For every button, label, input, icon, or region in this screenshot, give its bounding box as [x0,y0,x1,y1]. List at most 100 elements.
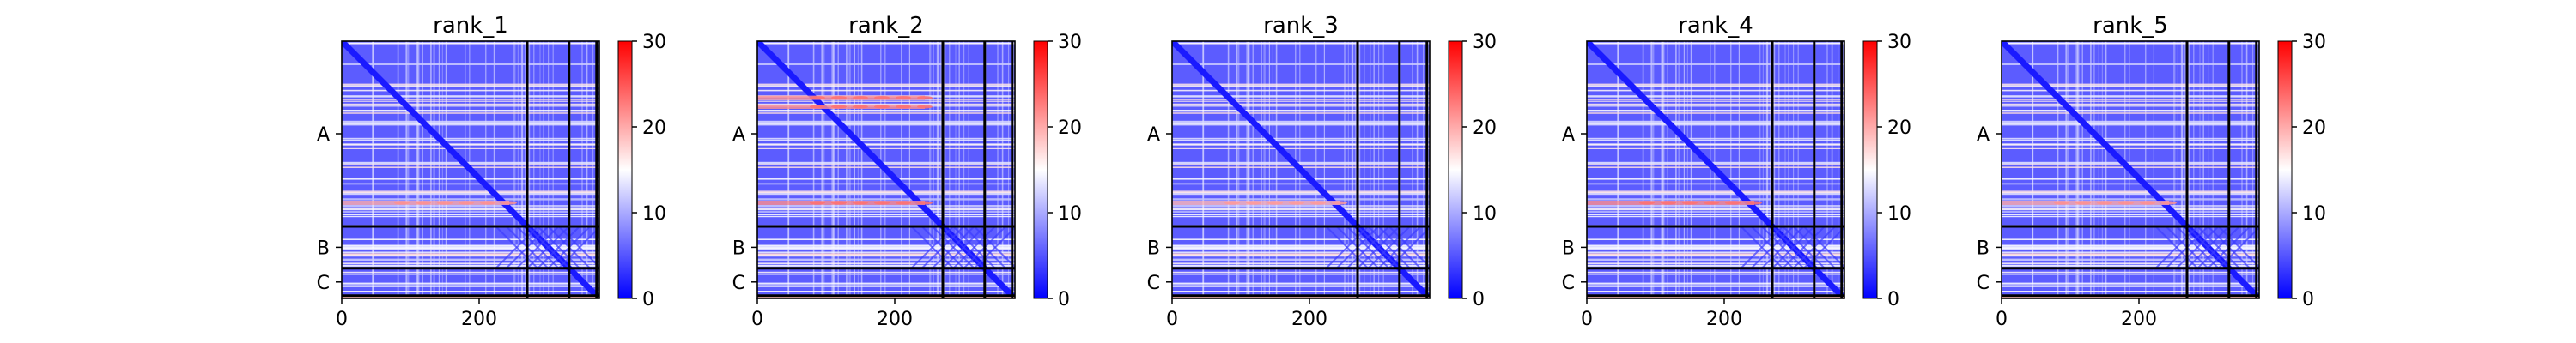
pae-column-stripe [958,41,960,298]
pae-column-stripe [1347,41,1349,298]
colorbar-tick-label: 10 [1473,203,1497,225]
pae-high-spot [1639,201,1655,205]
pae-high-spot [810,96,825,100]
pae-column-stripe [2188,41,2190,298]
pae-domain-hatch [557,226,599,269]
pae-row-stripe [342,253,599,256]
pae-column-stripe [407,41,410,298]
pae-column-stripe [485,41,487,298]
pae-column-stripe [1344,41,1346,298]
pae-column-stripe [944,41,946,298]
pae-domain-hatch [1782,226,1826,269]
pae-chain-c-stripe [1172,296,1430,298]
pae-row-stripe [757,63,1015,65]
pae-row-stripe [342,147,599,149]
pae-column-stripe [2180,41,2183,298]
pae-row-stripe [1587,192,1844,196]
pae-row-stripe [757,144,1015,146]
pae-high-spot [917,201,933,205]
pae-column-stripe [2090,41,2092,298]
pae-row-stripe [757,238,1015,240]
pae-row-stripe [1172,205,1430,207]
pae-column-stripe [857,41,859,298]
pae-row-stripe [1172,147,1430,149]
pae-high-spot [480,201,495,205]
pae-chain-c-stripe [757,296,1015,298]
pae-row-stripe [2002,123,2259,126]
pae-column-stripe [2173,41,2176,298]
pae-row-stripe [757,103,1015,105]
pae-column-stripe [1650,41,1652,298]
pae-row-stripe [1587,183,1844,185]
pae-column-stripe [1793,41,1795,298]
pae-column-stripe [1678,41,1680,298]
pae-row-stripe [1587,205,1844,207]
pae-column-stripe [513,41,516,298]
pae-high-spot [853,96,868,100]
pae-row-stripe [757,291,1015,292]
pae-row-stripe [1172,123,1430,126]
pae-high-spot [1267,201,1283,205]
pae-row-stripe [342,63,599,65]
pae-column-stripe [854,41,855,298]
pae-column-stripe [936,41,939,298]
pae-row-stripe [1587,271,1844,274]
pae-row-stripe [2002,105,2259,107]
pae-row-stripe [757,137,1015,139]
pae-column-stripe [821,41,823,298]
pae-column-stripe [2101,41,2103,298]
pae-row-stripe [2002,95,2259,98]
pae-row-stripe [1172,253,1430,256]
pae-row-stripe [1172,258,1430,261]
colorbar-tick-label: 10 [642,203,666,225]
pae-row-stripe [2002,63,2259,65]
pae-column-stripe [1690,41,1692,298]
pae-row-stripe [2002,274,2259,275]
pae-row-stripe [1172,262,1430,264]
pae-column-stripe [552,41,554,298]
pae-row-stripe [757,284,1015,286]
pae-column-stripe [533,41,535,298]
pae-row-stripe [2002,271,2259,274]
pae-row-stripe [757,282,1015,285]
pae-row-stripe [1587,247,1844,249]
pae-column-stripe [430,41,432,298]
pae-row-stripe [342,42,599,44]
pae-row-stripe [2002,110,2259,112]
y-chain-label: B [1147,238,1160,259]
pae-row-stripe [757,247,1015,249]
pae-row-stripe [1172,139,1430,141]
pae-row-stripe [1587,137,1844,139]
y-chain-label: A [1977,124,1990,146]
pae-column-stripe [2199,41,2201,298]
pae-row-stripe [2002,178,2259,180]
pae-column-stripe [880,41,882,298]
pae-row-stripe [757,112,1015,114]
x-tick-label: 200 [1706,309,1742,330]
pae-column-stripe [949,41,951,298]
pae-row-stripe [757,83,1015,86]
colorbar-tick-label: 20 [1473,117,1497,139]
pae-row-stripe [342,282,599,285]
pae-column-stripe [528,41,531,298]
pae-column-stripe [1382,41,1384,298]
y-chain-label: B [317,238,330,259]
pae-row-stripe [757,262,1015,264]
y-chain-label: B [1562,238,1575,259]
pae-row-stripe [342,43,599,45]
panel-title: rank_4 [1678,13,1753,39]
axes-frame [1586,40,1845,299]
pae-column-stripe [2075,41,2078,298]
pae-row-stripe [2002,282,2259,285]
pae-row-stripe [1172,192,1430,196]
pae-domain-hatch [2176,226,2220,269]
pae-high-spot [1332,201,1347,205]
pae-row-stripe [342,198,599,201]
pae-column-stripe [586,41,588,298]
pae-row-stripe [1172,144,1430,146]
pae-row-stripe [342,251,599,253]
pae-row-stripe [1587,253,1844,256]
pae-column-stripe [1248,41,1250,298]
pae-high-spot [2075,201,2091,205]
